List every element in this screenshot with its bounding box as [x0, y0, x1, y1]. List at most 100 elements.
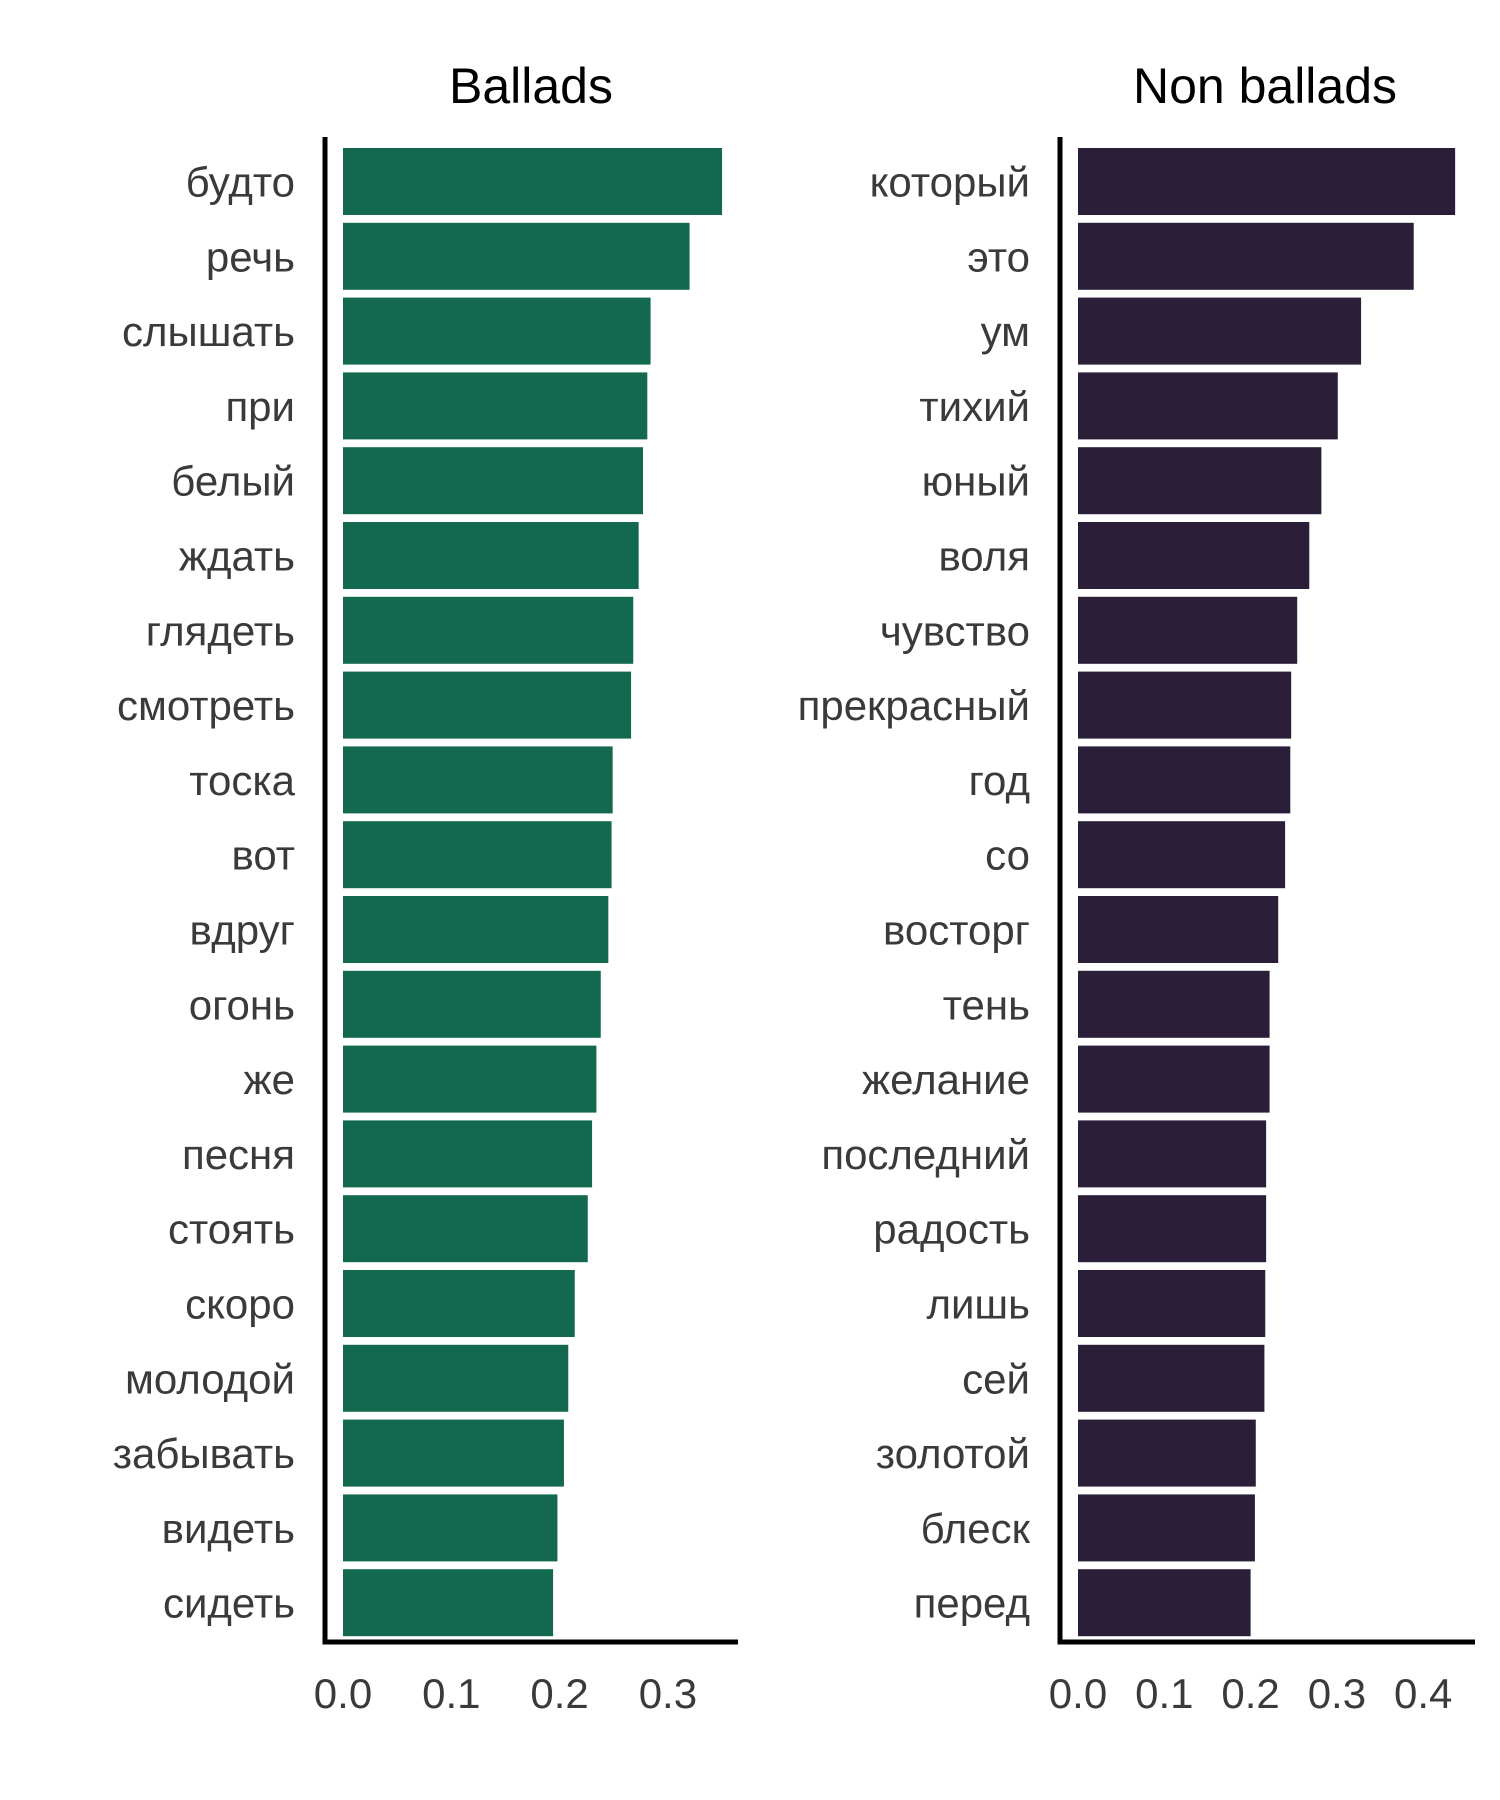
bar-ballads-13	[343, 1045, 597, 1113]
x-tick-label-ballads-0-1: 0.1	[422, 1670, 480, 1717]
bar-ballads-18	[343, 1419, 564, 1487]
bar-non-ballads-8	[1078, 671, 1292, 739]
category-label-non-ballads-18: золотой	[876, 1430, 1030, 1477]
bars-non-ballads	[1078, 148, 1456, 1637]
category-labels-ballads: будто речь слышать при белый ждать глядеть смот…	[113, 159, 296, 1627]
category-label-ballads-3: слышать	[122, 308, 295, 355]
category-label-ballads-16: скоро	[185, 1281, 295, 1328]
category-label-ballads-8: смотреть	[117, 682, 295, 729]
category-label-non-ballads-3: ум	[981, 308, 1030, 355]
category-label-non-ballads-16: лишь	[926, 1281, 1030, 1328]
bar-ballads-14	[343, 1120, 593, 1188]
bar-non-ballads-1	[1078, 148, 1456, 215]
category-label-non-ballads-11: восторг	[883, 907, 1030, 954]
tick-labels-ballads: 0.0 0.1 0.2 0.3	[314, 1670, 697, 1717]
category-label-ballads-12: огонь	[189, 981, 295, 1028]
bar-non-ballads-3	[1078, 297, 1362, 365]
category-label-non-ballads-12: тень	[943, 981, 1030, 1028]
x-tick-label-ballads-0-2: 0.2	[530, 1670, 588, 1717]
panel-title-non-ballads: Non ballads	[1133, 58, 1397, 114]
category-label-ballads-20: сидеть	[163, 1580, 295, 1627]
x-tick-label-non-ballads-0-2: 0.2	[1221, 1670, 1279, 1717]
bar-ballads-3	[343, 297, 651, 365]
category-label-ballads-18: забывать	[113, 1430, 295, 1477]
bar-non-ballads-5	[1078, 447, 1322, 515]
category-label-non-ballads-5: юный	[922, 458, 1030, 505]
category-label-non-ballads-19: блеск	[921, 1505, 1031, 1552]
bar-non-ballads-6	[1078, 522, 1310, 589]
bar-ballads-20	[343, 1569, 554, 1637]
x-tick-label-ballads-0-0: 0.0	[314, 1670, 372, 1717]
category-label-ballads-4: при	[225, 383, 295, 430]
bar-ballads-16	[343, 1270, 575, 1337]
category-label-ballads-1: будто	[186, 159, 295, 206]
category-label-non-ballads-4: тихий	[919, 383, 1030, 430]
bar-ballads-12	[343, 970, 601, 1038]
panel-title-ballads: Ballads	[449, 58, 613, 114]
category-label-ballads-14: песня	[182, 1131, 295, 1178]
category-label-ballads-9: тоска	[189, 757, 295, 804]
category-label-non-ballads-9: год	[969, 757, 1030, 804]
bar-ballads-7	[343, 596, 634, 664]
bar-ballads-5	[343, 447, 643, 515]
category-label-ballads-5: белый	[171, 458, 295, 505]
panel-non-ballads: Non ballads который это ум тихий юный воля чув…	[798, 58, 1475, 1717]
bar-non-ballads-14	[1078, 1120, 1267, 1188]
category-label-non-ballads-15: радость	[873, 1206, 1030, 1253]
category-label-non-ballads-7: чувство	[880, 607, 1030, 654]
bar-ballads-17	[343, 1344, 569, 1412]
x-tick-label-non-ballads-0-1: 0.1	[1135, 1670, 1193, 1717]
category-label-non-ballads-14: последний	[821, 1131, 1030, 1178]
bar-non-ballads-11	[1078, 896, 1279, 963]
bar-non-ballads-2	[1078, 222, 1414, 290]
bar-ballads-15	[343, 1195, 588, 1263]
bar-non-ballads-12	[1078, 970, 1270, 1038]
tick-labels-non-ballads: 0.0 0.1 0.2 0.3 0.4	[1049, 1670, 1453, 1717]
category-label-ballads-6: ждать	[179, 533, 295, 580]
category-label-non-ballads-1: который	[870, 159, 1030, 206]
panel-ballads: Ballads будто речь слышать при белый ждать гля…	[113, 58, 738, 1717]
category-label-non-ballads-8: прекрасный	[798, 682, 1030, 729]
bar-non-ballads-19	[1078, 1494, 1255, 1562]
bar-ballads-8	[343, 671, 632, 739]
x-tick-label-non-ballads-0-4: 0.4	[1394, 1670, 1452, 1717]
bar-ballads-4	[343, 372, 648, 440]
category-label-non-ballads-17: сей	[962, 1355, 1030, 1402]
bar-non-ballads-4	[1078, 372, 1338, 440]
category-label-non-ballads-2: это	[967, 233, 1030, 280]
bar-non-ballads-10	[1078, 821, 1286, 889]
category-label-non-ballads-10: со	[985, 832, 1030, 879]
bar-ballads-19	[343, 1494, 558, 1562]
category-labels-non-ballads: который это ум тихий юный воля чувство прекрасн…	[798, 159, 1031, 1627]
bar-ballads-2	[343, 222, 690, 290]
category-label-ballads-15: стоять	[168, 1206, 295, 1253]
bar-non-ballads-9	[1078, 746, 1291, 814]
bar-ballads-9	[343, 746, 613, 814]
bar-ballads-6	[343, 522, 639, 589]
bar-non-ballads-15	[1078, 1195, 1267, 1263]
bar-ballads-10	[343, 821, 612, 889]
category-label-ballads-7: глядеть	[146, 607, 295, 654]
bar-non-ballads-17	[1078, 1344, 1265, 1412]
bar-non-ballads-20	[1078, 1569, 1251, 1637]
category-label-non-ballads-20: перед	[914, 1580, 1030, 1627]
category-label-ballads-17: молодой	[125, 1355, 295, 1402]
bar-non-ballads-16	[1078, 1270, 1266, 1337]
category-label-non-ballads-13: желание	[862, 1056, 1030, 1103]
bar-non-ballads-18	[1078, 1419, 1256, 1487]
x-tick-label-non-ballads-0-3: 0.3	[1308, 1670, 1366, 1717]
bars-ballads	[343, 148, 723, 1637]
bar-ballads-11	[343, 896, 609, 963]
bar-ballads-1	[343, 148, 723, 215]
bar-non-ballads-7	[1078, 596, 1298, 664]
category-label-ballads-2: речь	[206, 233, 295, 280]
category-label-ballads-11: вдруг	[189, 907, 295, 954]
category-label-ballads-13: же	[244, 1056, 295, 1103]
x-tick-label-non-ballads-0-0: 0.0	[1049, 1670, 1107, 1717]
category-label-non-ballads-6: воля	[938, 533, 1030, 580]
bar-non-ballads-13	[1078, 1045, 1270, 1113]
category-label-ballads-10: вот	[231, 832, 295, 879]
x-tick-label-ballads-0-3: 0.3	[639, 1670, 697, 1717]
category-label-ballads-19: видеть	[162, 1505, 295, 1552]
